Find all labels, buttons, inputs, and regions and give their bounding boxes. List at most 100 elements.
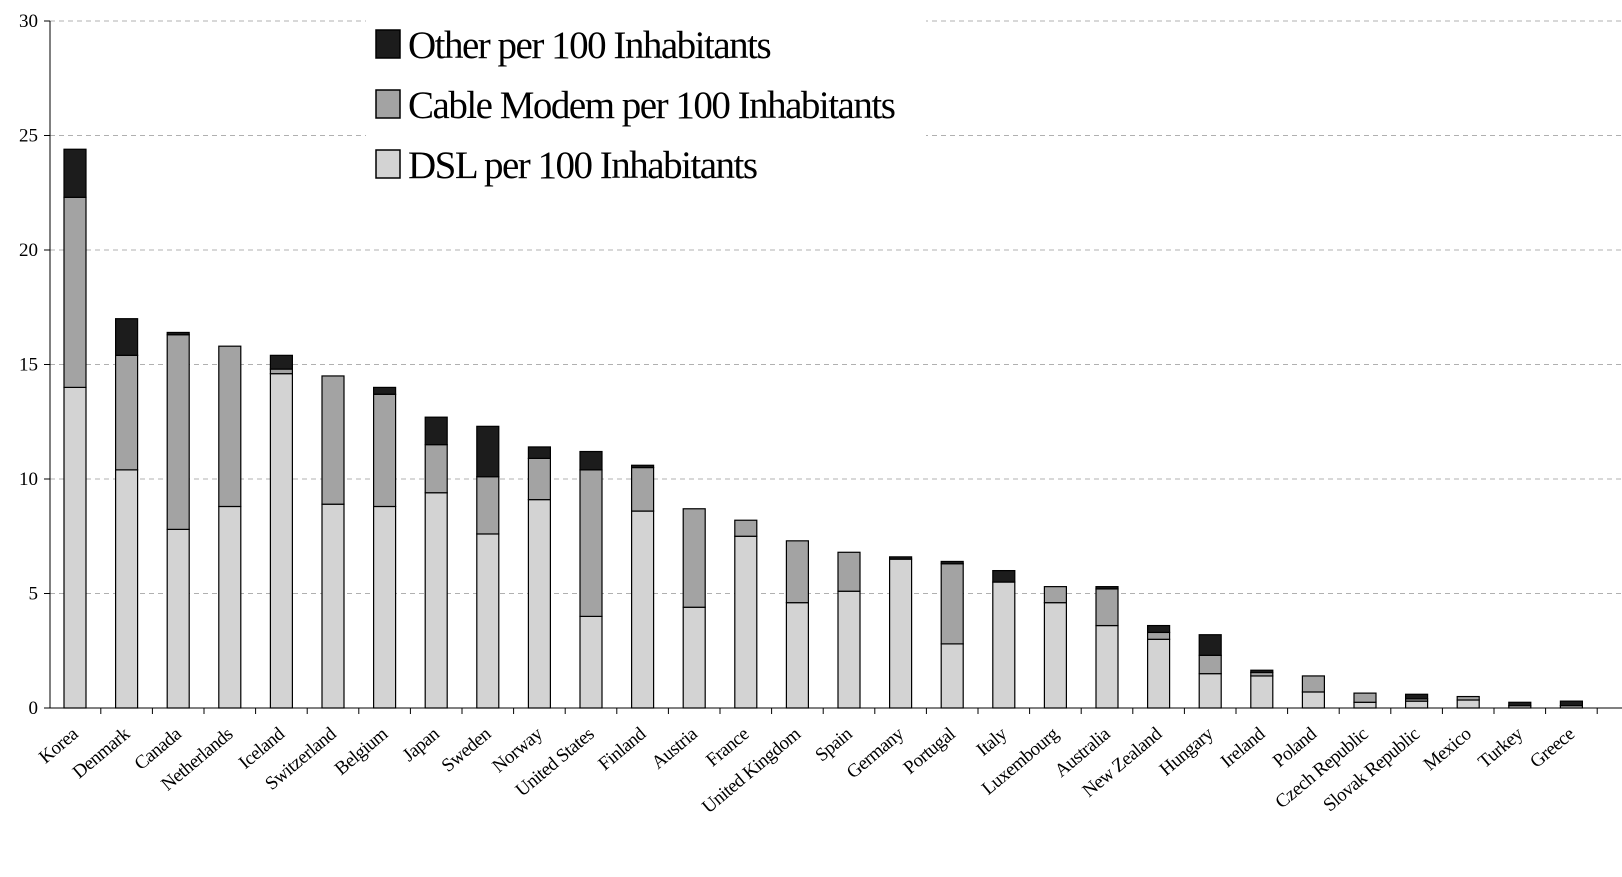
bar-segment-sweden-series-2 xyxy=(476,425,500,478)
legend-swatch xyxy=(375,29,401,59)
bars xyxy=(63,148,1584,709)
bar-segment-sweden-series-0 xyxy=(476,533,500,709)
legend-label: DSL per 100 Inhabitants xyxy=(408,144,757,187)
bar-segment-austria-series-1 xyxy=(682,508,706,608)
bar-segment-united-states-series-0 xyxy=(579,615,603,709)
bar-segment-finland-series-2 xyxy=(630,464,655,469)
bar-segment-norway-series-1 xyxy=(527,457,552,501)
bar-segment-iceland-series-1 xyxy=(269,368,293,375)
x-category-label: Italy xyxy=(973,723,1012,761)
x-category-label: Mexico xyxy=(1420,724,1476,775)
bar-segment-iceland-series-0 xyxy=(269,373,293,709)
bar-segment-korea-series-0 xyxy=(63,386,87,709)
bar-segment-greece-series-2 xyxy=(1559,700,1584,707)
bar-segment-denmark-series-1 xyxy=(114,354,139,471)
y-tick-label: 25 xyxy=(19,126,38,147)
bar-segment-denmark-series-2 xyxy=(114,318,139,356)
bar-segment-sweden-series-1 xyxy=(476,476,500,535)
y-axis: 0 5 10 15 20 25 30 xyxy=(19,11,51,719)
bar-segment-slovak-republic-series-0 xyxy=(1404,700,1429,709)
bar-segment-austria-series-0 xyxy=(682,606,706,709)
bar-segment-united-kingdom-series-1 xyxy=(785,540,810,604)
bar-segment-poland-series-0 xyxy=(1301,691,1326,709)
legend-label: Cable Modem per 100 Inhabitants xyxy=(408,84,895,127)
y-tick-label: 30 xyxy=(19,11,38,32)
bar-segment-czech-republic-series-0 xyxy=(1353,701,1377,709)
legend-swatch xyxy=(375,89,401,119)
bar-segment-ireland-series-0 xyxy=(1250,675,1274,709)
legend-label: Other per 100 Inhabitants xyxy=(408,24,770,67)
bar-segment-korea-series-2 xyxy=(63,148,87,198)
bar-segment-mexico-series-0 xyxy=(1456,699,1480,709)
x-category-label: Belgium xyxy=(331,723,393,779)
bar-segment-united-kingdom-series-0 xyxy=(785,602,810,709)
bar-segment-japan-series-1 xyxy=(424,444,448,494)
bar-segment-portugal-series-2 xyxy=(940,560,964,565)
y-tick-label: 15 xyxy=(19,355,38,376)
bar-segment-italy-series-0 xyxy=(992,581,1016,709)
bar-segment-finland-series-1 xyxy=(630,466,655,512)
bar-segment-canada-series-1 xyxy=(166,334,190,530)
bar-segment-netherlands-series-1 xyxy=(218,345,242,508)
bar-segment-luxembourg-series-1 xyxy=(1043,586,1068,604)
bar-segment-slovak-republic-series-2 xyxy=(1404,693,1429,700)
bar-segment-canada-series-2 xyxy=(166,331,190,336)
bar-segment-australia-series-0 xyxy=(1095,624,1119,709)
bar-segment-italy-series-2 xyxy=(992,569,1016,583)
bar-segment-norway-series-0 xyxy=(527,499,552,709)
bar-segment-czech-republic-series-1 xyxy=(1353,692,1377,703)
y-tick-label: 0 xyxy=(29,698,39,719)
bar-segment-japan-series-2 xyxy=(424,416,448,446)
bar-segment-denmark-series-0 xyxy=(114,469,139,709)
bar-segment-canada-series-0 xyxy=(166,528,190,709)
bar-segment-switzerland-series-0 xyxy=(321,503,345,709)
bar-segment-australia-series-1 xyxy=(1095,588,1119,627)
bar-segment-france-series-0 xyxy=(734,535,758,709)
bar-segment-belgium-series-0 xyxy=(373,505,397,709)
bar-segment-ireland-series-2 xyxy=(1250,669,1274,674)
x-category-label: Sweden xyxy=(438,723,496,776)
bar-segment-mexico-series-1 xyxy=(1456,695,1480,701)
bar-segment-korea-series-1 xyxy=(63,196,87,389)
bar-segment-belgium-series-2 xyxy=(373,386,397,395)
legend: Other per 100 Inhabitants Cable Modem per… xyxy=(366,14,926,194)
bar-segment-switzerland-series-1 xyxy=(321,375,345,505)
x-category-label: Denmark xyxy=(69,723,135,783)
x-category-label: Turkey xyxy=(1474,723,1527,773)
x-category-label: Hungary xyxy=(1156,723,1219,780)
bar-segment-japan-series-0 xyxy=(424,492,448,709)
bar-segment-france-series-1 xyxy=(734,519,758,537)
x-category-label: Germany xyxy=(843,723,909,783)
bar-segment-new-zealand-series-0 xyxy=(1146,638,1171,709)
bar-segment-new-zealand-series-2 xyxy=(1146,624,1171,634)
x-category-label: Finland xyxy=(595,723,651,775)
bar-segment-netherlands-series-0 xyxy=(218,505,242,709)
bar-segment-portugal-series-1 xyxy=(940,563,964,645)
x-category-label: Greece xyxy=(1526,724,1578,773)
legend-swatch xyxy=(375,149,401,179)
bar-segment-spain-series-0 xyxy=(837,590,861,709)
y-tick-label: 20 xyxy=(19,240,38,261)
bar-segment-belgium-series-1 xyxy=(373,393,397,508)
y-tick-label: 10 xyxy=(19,469,38,490)
bar-segment-poland-series-1 xyxy=(1301,675,1326,693)
bar-segment-hungary-series-2 xyxy=(1198,634,1222,656)
x-category-label: Austria xyxy=(648,723,702,773)
bar-segment-new-zealand-series-1 xyxy=(1146,631,1171,640)
x-category-label: Portugal xyxy=(900,724,960,779)
bar-segment-norway-series-2 xyxy=(527,446,552,459)
bar-segment-iceland-series-2 xyxy=(269,354,293,370)
bar-segment-turkey-series-2 xyxy=(1508,701,1532,707)
bar-segment-hungary-series-1 xyxy=(1198,654,1222,675)
bar-segment-spain-series-1 xyxy=(837,551,861,592)
bar-segment-finland-series-0 xyxy=(630,510,655,709)
bar-segment-portugal-series-0 xyxy=(940,643,964,709)
bar-segment-germany-series-2 xyxy=(888,556,913,560)
bar-segment-united-states-series-1 xyxy=(579,469,603,617)
bar-segment-hungary-series-0 xyxy=(1198,673,1222,709)
bar-segment-germany-series-0 xyxy=(888,558,913,709)
x-category-label: Ireland xyxy=(1217,723,1270,772)
bar-segment-australia-series-2 xyxy=(1095,586,1119,590)
y-tick-label: 5 xyxy=(29,584,39,605)
